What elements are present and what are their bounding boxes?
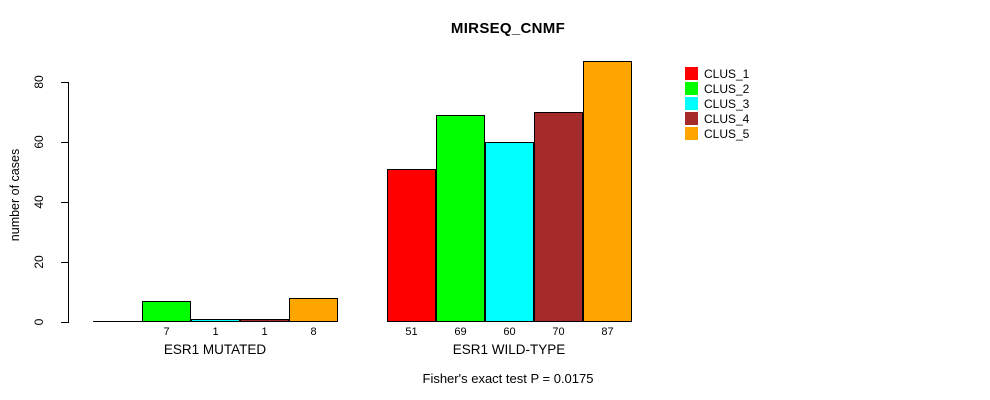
group-label-esr1-wild-type: ESR1 WILD-TYPE (452, 342, 566, 357)
legend-row: CLUS_1 (685, 66, 749, 81)
bar-clus_2-wild-type (436, 115, 485, 322)
y-tick-label: 40 (32, 195, 46, 209)
chart-title: MIRSEQ_CNMF (450, 20, 566, 37)
bar-clus_4-wild-type (534, 112, 583, 322)
bar-value-label: 1 (212, 326, 219, 338)
group-label-esr1-mutated: ESR1 MUTATED (163, 342, 267, 357)
bar-value-label: 69 (454, 326, 467, 338)
bar-clus_3-mutated (191, 319, 240, 322)
bar-clus_1-wild-type (387, 169, 436, 322)
y-tick-label: 80 (32, 75, 46, 89)
legend-label-clus-4: CLUS_4 (704, 111, 750, 126)
legend-swatch-clus-5 (685, 127, 698, 140)
y-axis-line (68, 82, 69, 323)
bar-clus_2-mutated (142, 301, 191, 322)
fisher-test-annotation: Fisher's exact test P = 0.0175 (422, 371, 594, 386)
legend-row: CLUS_5 (685, 126, 749, 141)
bar-clus_3-wild-type (485, 142, 534, 322)
y-axis-title: number of cases (8, 148, 22, 242)
bar-clus_1-mutated (93, 321, 142, 322)
legend-swatch-clus-3 (685, 97, 698, 110)
bar-value-label: 1 (261, 326, 268, 338)
legend-swatch-clus-4 (685, 112, 698, 125)
y-tick-mark (61, 142, 68, 143)
bar-value-label: 7 (163, 326, 170, 338)
legend-row: CLUS_2 (685, 81, 749, 96)
y-tick-mark (61, 262, 68, 263)
y-tick-label: 20 (32, 255, 46, 269)
bar-value-label: 87 (601, 326, 614, 338)
legend-swatch-clus-1 (685, 67, 698, 80)
y-tick-label: 0 (32, 318, 46, 326)
legend-label-clus-1: CLUS_1 (704, 66, 750, 81)
bar-value-label: 60 (503, 326, 516, 338)
legend-label-clus-3: CLUS_3 (704, 96, 750, 111)
bar-value-label: 8 (310, 326, 317, 338)
legend: CLUS_1 CLUS_2 CLUS_3 CLUS_4 CLUS_5 (685, 66, 749, 141)
y-tick-label: 60 (32, 135, 46, 149)
bar-value-label: 51 (405, 326, 418, 338)
y-tick-mark (61, 82, 68, 83)
y-tick-mark (61, 202, 68, 203)
bar-value-label: 70 (552, 326, 565, 338)
legend-swatch-clus-2 (685, 82, 698, 95)
y-tick-mark (61, 322, 68, 323)
bar-clus_4-mutated (240, 319, 289, 322)
legend-row: CLUS_4 (685, 111, 749, 126)
legend-row: CLUS_3 (685, 96, 749, 111)
legend-label-clus-5: CLUS_5 (704, 126, 750, 141)
bar-clus_5-mutated (289, 298, 338, 322)
bar-clus_5-wild-type (583, 61, 632, 322)
legend-label-clus-2: CLUS_2 (704, 81, 750, 96)
